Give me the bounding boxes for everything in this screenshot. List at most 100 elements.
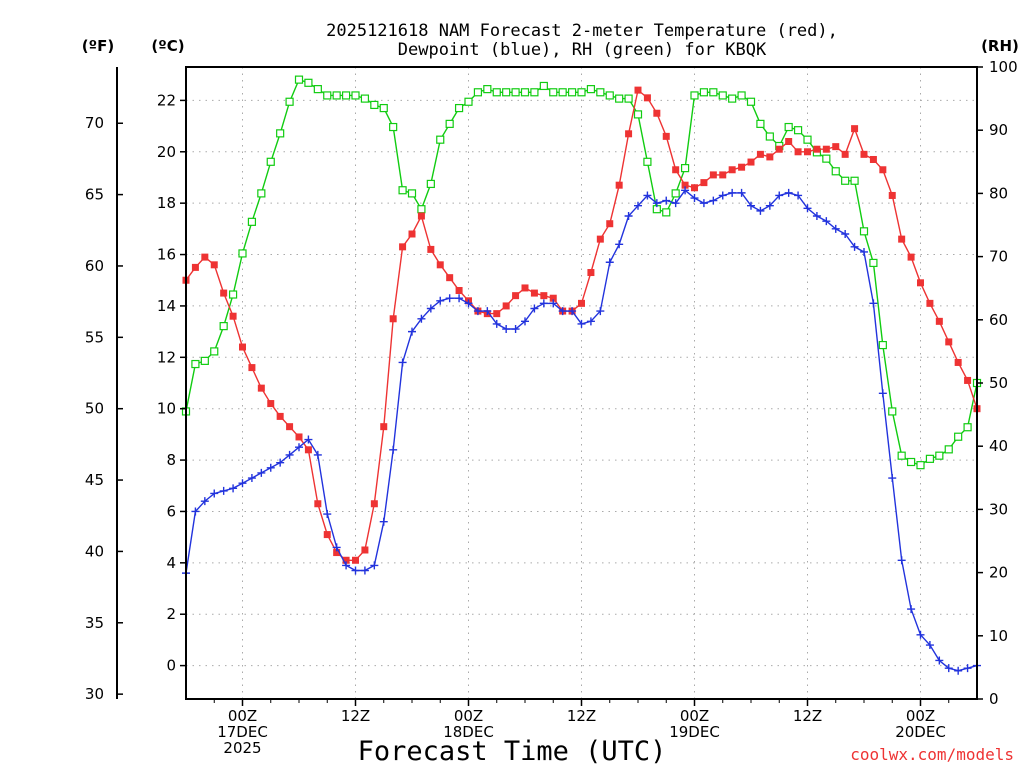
dewpoint-point	[530, 304, 539, 313]
gridlines	[186, 67, 977, 699]
fahrenheit-tick-label: 50	[85, 400, 104, 418]
celsius-tick-label: 6	[166, 502, 176, 520]
dewpoint-point	[869, 299, 878, 308]
dewpoint-point	[963, 664, 972, 673]
dewpoint-point	[671, 199, 680, 208]
fahrenheit-unit-label: (ºF)	[82, 37, 114, 55]
dewpoint-point	[389, 445, 398, 454]
rh-point	[671, 189, 680, 198]
rh-point	[803, 135, 812, 144]
rh-point	[746, 97, 756, 106]
temperature-point	[794, 148, 802, 156]
rh-point	[549, 88, 558, 97]
rh-point	[407, 189, 417, 198]
rh-point	[925, 454, 935, 463]
dewpoint-point	[718, 191, 727, 200]
time-tick-label: 00Z	[680, 707, 709, 725]
dewpoint-point	[295, 443, 303, 452]
rh-tick-label: 70	[989, 248, 1008, 266]
dewpoint-point	[304, 435, 313, 444]
dewpoint-point	[860, 247, 868, 256]
dewpoint-point	[850, 242, 859, 251]
rh-point	[906, 457, 916, 467]
temperature-point	[220, 289, 228, 297]
dewpoint-series	[182, 186, 981, 675]
time-tick-label: 2025	[223, 739, 261, 757]
rh-point	[897, 451, 906, 460]
dewpoint-point	[521, 317, 529, 326]
dewpoint-point	[831, 224, 840, 233]
rh-point	[784, 122, 793, 132]
temperature-point	[822, 145, 830, 153]
temperature-point	[276, 412, 284, 420]
temperature-point	[493, 310, 501, 318]
celsius-tick-label: 22	[157, 91, 176, 109]
temperature-point	[229, 312, 237, 320]
dewpoint-point	[492, 319, 501, 328]
temperature-point	[766, 153, 774, 161]
rh-point	[690, 91, 699, 100]
dewpoint-point	[464, 299, 473, 308]
celsius-tick-label: 14	[157, 297, 176, 315]
dewpoint-point	[511, 325, 520, 334]
temperature-point	[738, 163, 746, 171]
rh-tick-label: 20	[989, 564, 1008, 582]
dewpoint-point	[502, 325, 511, 334]
dewpoint-point	[285, 450, 294, 459]
fahrenheit-tick-label: 30	[85, 685, 104, 703]
temperature-point	[286, 423, 294, 431]
rh-tick-label: 100	[989, 58, 1018, 76]
temperature-point	[399, 243, 407, 251]
dewpoint-point	[615, 240, 624, 249]
rh-point	[662, 208, 671, 217]
rh-point	[247, 217, 257, 226]
temperature-point	[625, 130, 633, 138]
dewpoint-point	[238, 479, 247, 488]
dewpoint-point	[398, 358, 407, 367]
temperature-point	[370, 500, 378, 508]
temperature-point	[841, 150, 849, 158]
rh-point	[398, 186, 407, 195]
axes	[116, 66, 983, 706]
dewpoint-point	[219, 486, 228, 495]
temperature-point	[267, 400, 275, 408]
temperature-point	[436, 261, 444, 269]
temperature-point	[888, 191, 896, 199]
temperature-point	[540, 292, 548, 300]
temperature-point	[512, 292, 520, 300]
rh-point	[304, 78, 313, 87]
dewpoint-point	[332, 543, 341, 552]
rh-point	[200, 356, 209, 365]
temperature-point	[248, 364, 256, 372]
fahrenheit-tick-label: 55	[85, 328, 104, 346]
temperature-point	[455, 287, 463, 295]
temperature-point	[502, 302, 510, 310]
temperature-point	[719, 171, 727, 179]
rh-point	[257, 189, 266, 198]
dewpoint-point	[944, 664, 953, 673]
temperature-point	[945, 338, 953, 346]
fahrenheit-tick-label: 35	[85, 614, 104, 632]
temperature-point	[917, 279, 924, 287]
rh-point	[888, 407, 897, 416]
rh-point	[869, 258, 878, 268]
rh-point	[238, 249, 247, 258]
temperature-point	[389, 315, 397, 323]
temperature-point	[662, 132, 670, 140]
time-tick-label: 12Z	[341, 707, 370, 725]
temperature-point	[954, 358, 962, 366]
temperature-point	[907, 253, 915, 261]
dewpoint-point	[379, 517, 388, 526]
dewpoint-point	[822, 217, 831, 226]
temperature-point	[964, 376, 972, 384]
temperature-point	[201, 253, 209, 261]
dewpoint-point	[888, 474, 897, 483]
temperature-point	[210, 261, 218, 269]
dewpoint-point	[351, 566, 360, 575]
time-tick-label: 19DEC	[669, 723, 720, 741]
celsius-tick-label: 2	[166, 605, 176, 623]
time-tick-label: 12Z	[793, 707, 822, 725]
rh-point	[944, 445, 953, 454]
temperature-point	[304, 446, 312, 454]
